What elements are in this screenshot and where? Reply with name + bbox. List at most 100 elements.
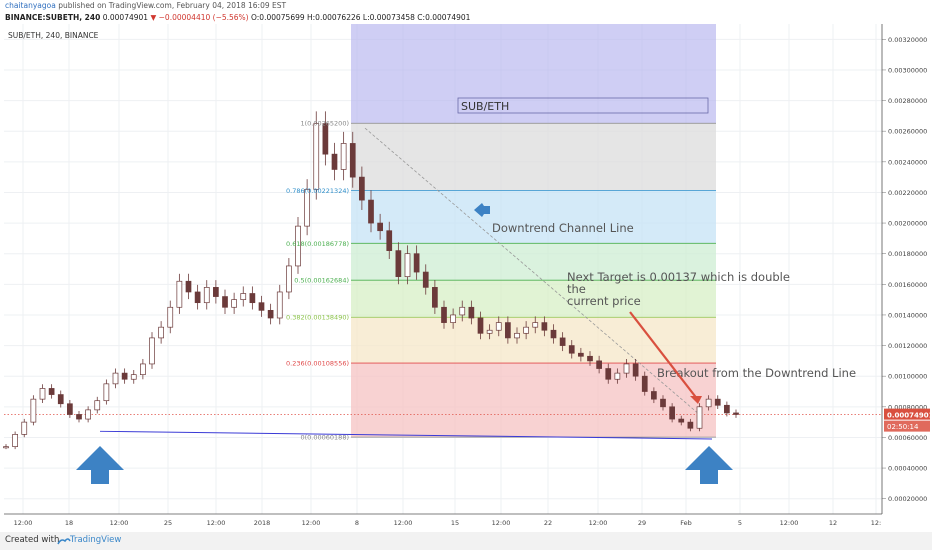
- candle: [532, 316, 539, 334]
- candle: [614, 368, 621, 384]
- candle: [523, 321, 529, 340]
- candle-body: [85, 409, 91, 420]
- candle: [632, 358, 639, 381]
- x-tick-label: 12:00: [492, 519, 511, 527]
- candle: [194, 284, 201, 310]
- candle-body: [39, 388, 46, 400]
- candle-body: [422, 271, 429, 288]
- candle-body: [514, 332, 520, 339]
- candle-body: [605, 368, 612, 380]
- candle-body: [3, 446, 9, 449]
- current-price-value: 0.00074901: [887, 412, 932, 420]
- candle: [733, 409, 739, 418]
- candle: [158, 321, 164, 344]
- candle: [295, 217, 301, 274]
- fib-zone: [351, 363, 716, 438]
- candle-body: [669, 406, 675, 420]
- candle-body: [267, 309, 274, 319]
- arrow-left-icon: [474, 203, 490, 217]
- author-link[interactable]: chaitanyagoa: [5, 1, 56, 10]
- candle-body: [359, 176, 365, 201]
- x-tick-label: 8: [355, 519, 359, 527]
- candle: [550, 324, 557, 344]
- price-change: −0.00004410 (−5.56%): [158, 13, 249, 22]
- candle-body: [149, 337, 155, 365]
- symbol-quote-line: BINANCE:SUBETH, 240 0.00074901 ▼ −0.0000…: [5, 13, 470, 22]
- candle-body: [559, 337, 566, 346]
- candle: [103, 379, 110, 405]
- candle: [130, 370, 137, 384]
- candle-body: [103, 383, 110, 402]
- x-tick-label: 29: [638, 519, 646, 527]
- candle-body: [441, 306, 447, 323]
- x-tick-label: 12:00: [589, 519, 608, 527]
- candle: [541, 316, 548, 337]
- candle: [404, 245, 411, 285]
- candle: [340, 131, 347, 181]
- candle-body: [313, 123, 320, 190]
- breakout-arrowhead-icon: [690, 396, 702, 404]
- candle: [39, 384, 46, 404]
- candle: [322, 111, 329, 166]
- candle-body: [231, 299, 237, 308]
- candle: [30, 395, 37, 426]
- candle-body: [477, 317, 484, 334]
- fib-level-label: 0.5(0.00162684): [294, 277, 349, 285]
- candle-body: [651, 391, 657, 400]
- candle-body: [368, 199, 374, 224]
- x-tick-label: 25: [164, 519, 172, 527]
- current-price-tag: [884, 408, 930, 420]
- y-tick-label: 0.00300000: [888, 66, 927, 74]
- candle-body: [158, 326, 164, 339]
- x-tick-label: 12:: [871, 519, 881, 527]
- candle: [349, 131, 356, 188]
- candle: [468, 300, 475, 325]
- candle: [568, 340, 575, 359]
- candle: [286, 258, 292, 300]
- candle: [587, 351, 593, 366]
- candle-body: [623, 363, 630, 374]
- candle-body: [459, 306, 466, 316]
- candle-body: [660, 398, 666, 408]
- tradingview-brand[interactable]: TradingView: [70, 535, 122, 545]
- tradingview-logo-icon: [57, 538, 71, 545]
- candle-body: [614, 372, 621, 380]
- candle-body: [112, 372, 119, 385]
- candle: [267, 303, 274, 325]
- x-tick-label: Feb: [680, 519, 692, 527]
- candle-body: [587, 355, 593, 362]
- down-triangle-icon: ▼: [150, 13, 157, 22]
- y-tick-label: 0.00320000: [888, 36, 927, 44]
- publish-info: chaitanyagoa published on TradingView.co…: [5, 1, 286, 10]
- annotations: SUB/ETH Downtrend Channel Line Next Target…: [76, 97, 856, 484]
- candle-body: [450, 314, 456, 323]
- footer-bar: Created with TradingView: [0, 532, 932, 550]
- candle-body: [377, 222, 383, 232]
- candle: [386, 221, 393, 259]
- y-tick-label: 0.00280000: [888, 97, 927, 105]
- candle-body: [641, 375, 648, 392]
- x-tick-label: 2018: [254, 519, 271, 527]
- candle-body: [286, 265, 292, 293]
- x-tick-label: 12:00: [14, 519, 33, 527]
- y-axis-labels: 0.00020000 0.00040000 0.00060000 0.00080000…: [884, 36, 932, 503]
- candle: [596, 355, 602, 374]
- candle-body: [21, 421, 28, 435]
- candle-body: [632, 363, 639, 377]
- y-tick-label: 0.00120000: [888, 342, 927, 350]
- candle: [696, 403, 703, 432]
- candle-body: [486, 329, 493, 334]
- candle-body: [322, 123, 329, 155]
- up-arrow-left-icon: [76, 446, 124, 484]
- candle: [368, 190, 374, 233]
- candle: [377, 213, 383, 240]
- candle-body: [578, 352, 584, 357]
- published-text: published on TradingView.com, February 0…: [55, 1, 287, 10]
- fib-level-label: 0.618(0.00186778): [286, 240, 349, 248]
- candle-body: [331, 153, 338, 170]
- candle: [687, 418, 694, 432]
- chart-header: chaitanyagoa published on TradingView.co…: [0, 0, 932, 24]
- fib-zone: [351, 280, 716, 318]
- symbol-label: SUB/ETH, 240, BINANCE: [8, 31, 99, 40]
